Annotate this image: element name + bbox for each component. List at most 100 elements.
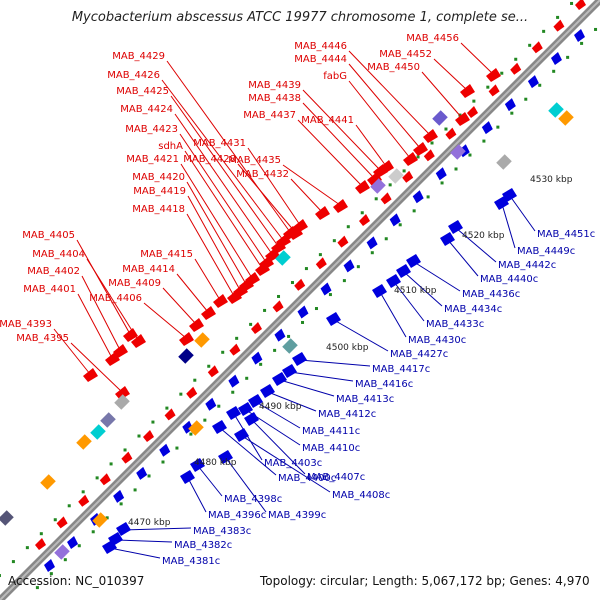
reverse-gene-arrow[interactable] [234, 428, 249, 442]
forward-gene-label[interactable]: MAB_4421 [126, 154, 179, 165]
forward-gene-label[interactable]: MAB_4438 [248, 93, 301, 104]
forward-gene-arrow[interactable] [123, 328, 138, 342]
gene-feature-box[interactable] [188, 420, 204, 436]
forward-gene-arrow[interactable] [251, 322, 262, 334]
reverse-gene-arrow[interactable] [274, 328, 286, 342]
reverse-gene-arrow[interactable] [244, 412, 259, 426]
reverse-gene-arrow[interactable] [116, 522, 131, 536]
forward-gene-arrow[interactable] [105, 352, 120, 366]
reverse-gene-arrow[interactable] [527, 75, 539, 89]
forward-gene-label[interactable]: MAB_4441 [301, 115, 354, 126]
forward-gene-arrow[interactable] [510, 62, 522, 75]
reverse-gene-label[interactable]: MAB_4433c [426, 319, 484, 330]
reverse-gene-label[interactable]: MAB_4411c [302, 426, 360, 437]
gene-feature-box[interactable] [496, 154, 512, 170]
forward-gene-arrow[interactable] [35, 538, 46, 550]
reverse-gene-arrow[interactable] [228, 374, 240, 388]
reverse-gene-label[interactable]: MAB_4442c [498, 260, 556, 271]
reverse-gene-arrow[interactable] [248, 394, 263, 408]
forward-gene-arrow[interactable] [455, 112, 470, 126]
gene-feature-box[interactable] [388, 168, 404, 184]
reverse-gene-arrow[interactable] [180, 470, 195, 484]
forward-gene-label[interactable]: MAB_4437 [243, 110, 296, 121]
forward-gene-label[interactable]: MAB_4406 [89, 293, 142, 304]
forward-gene-label[interactable]: MAB_4418 [132, 204, 185, 215]
reverse-gene-arrow[interactable] [190, 458, 205, 472]
forward-gene-arrow[interactable] [575, 0, 586, 10]
forward-gene-arrow[interactable] [115, 386, 130, 400]
forward-gene-label[interactable]: MAB_4446 [294, 41, 347, 52]
forward-gene-arrow[interactable] [179, 332, 194, 346]
forward-gene-arrow[interactable] [121, 451, 133, 464]
reverse-gene-label[interactable]: MAB_4436c [462, 289, 520, 300]
reverse-gene-label[interactable]: MAB_4400c [278, 473, 336, 484]
reverse-gene-arrow[interactable] [502, 188, 517, 202]
forward-gene-label[interactable]: MAB_4395 [16, 333, 69, 344]
gene-feature-box[interactable] [548, 102, 564, 118]
forward-gene-arrow[interactable] [272, 300, 284, 313]
forward-gene-arrow[interactable] [229, 343, 241, 356]
gene-feature-box[interactable] [194, 332, 210, 348]
forward-gene-arrow[interactable] [315, 257, 327, 270]
forward-gene-label[interactable]: MAB_4419 [133, 186, 186, 197]
forward-gene-arrow[interactable] [413, 142, 428, 156]
forward-gene-arrow[interactable] [186, 386, 198, 399]
gene-feature-box[interactable] [100, 412, 116, 428]
forward-gene-arrow[interactable] [423, 149, 435, 162]
forward-gene-arrow[interactable] [403, 152, 418, 166]
reverse-gene-label[interactable]: MAB_4430c [408, 335, 466, 346]
reverse-gene-arrow[interactable] [435, 167, 447, 181]
reverse-gene-arrow[interactable] [67, 535, 79, 549]
forward-gene-arrow[interactable] [83, 368, 98, 382]
forward-gene-label[interactable]: MAB_4415 [140, 249, 193, 260]
reverse-gene-label[interactable]: MAB_4451c [537, 229, 595, 240]
reverse-gene-label[interactable]: MAB_4417c [372, 364, 430, 375]
reverse-gene-label[interactable]: MAB_4382c [174, 540, 232, 551]
reverse-gene-arrow[interactable] [372, 284, 387, 298]
forward-gene-label[interactable]: MAB_4439 [248, 80, 301, 91]
reverse-gene-arrow[interactable] [282, 364, 297, 378]
forward-gene-label[interactable]: MAB_4409 [108, 278, 161, 289]
reverse-gene-arrow[interactable] [136, 466, 148, 480]
forward-gene-arrow[interactable] [99, 473, 111, 486]
forward-gene-label[interactable]: MAB_4420 [132, 172, 185, 183]
forward-gene-arrow[interactable] [143, 430, 154, 442]
reverse-gene-arrow[interactable] [386, 274, 401, 288]
forward-gene-arrow[interactable] [78, 494, 90, 507]
forward-gene-arrow[interactable] [207, 365, 219, 378]
reverse-gene-arrow[interactable] [366, 236, 378, 250]
forward-gene-arrow[interactable] [488, 84, 500, 97]
reverse-gene-arrow[interactable] [297, 305, 309, 319]
forward-gene-label[interactable]: MAB_4435 [228, 155, 281, 166]
forward-gene-label[interactable]: MAB_4404 [32, 249, 85, 260]
reverse-gene-label[interactable]: MAB_4408c [332, 490, 390, 501]
gene-feature-box[interactable] [40, 474, 56, 490]
forward-gene-label[interactable]: sdhA [158, 141, 183, 152]
reverse-gene-arrow[interactable] [218, 450, 233, 464]
reverse-gene-arrow[interactable] [260, 384, 275, 398]
reverse-gene-arrow[interactable] [550, 52, 562, 66]
reverse-gene-arrow[interactable] [320, 282, 332, 296]
reverse-gene-label[interactable]: MAB_4427c [390, 349, 448, 360]
reverse-gene-arrow[interactable] [251, 351, 263, 365]
reverse-gene-label[interactable]: MAB_4399c [268, 510, 326, 521]
forward-gene-arrow[interactable] [380, 192, 392, 205]
forward-gene-label[interactable]: MAB_4424 [120, 104, 173, 115]
reverse-gene-label[interactable]: MAB_4403c [264, 458, 322, 469]
forward-gene-arrow[interactable] [315, 206, 330, 220]
reverse-gene-arrow[interactable] [238, 402, 253, 416]
gene-feature-box[interactable] [275, 250, 291, 266]
reverse-gene-arrow[interactable] [504, 98, 516, 112]
reverse-gene-arrow[interactable] [212, 420, 227, 434]
gene-feature-box[interactable] [450, 144, 466, 160]
reverse-gene-arrow[interactable] [481, 121, 493, 135]
forward-gene-arrow[interactable] [553, 19, 565, 32]
forward-gene-arrow[interactable] [355, 180, 370, 194]
reverse-gene-arrow[interactable] [448, 220, 463, 234]
reverse-gene-arrow[interactable] [226, 406, 241, 420]
reverse-gene-label[interactable]: MAB_4407c [307, 472, 365, 483]
forward-gene-arrow[interactable] [337, 235, 349, 248]
forward-gene-arrow[interactable] [294, 278, 306, 291]
forward-gene-arrow[interactable] [288, 226, 303, 240]
forward-gene-label[interactable]: MAB_4393 [0, 319, 52, 330]
